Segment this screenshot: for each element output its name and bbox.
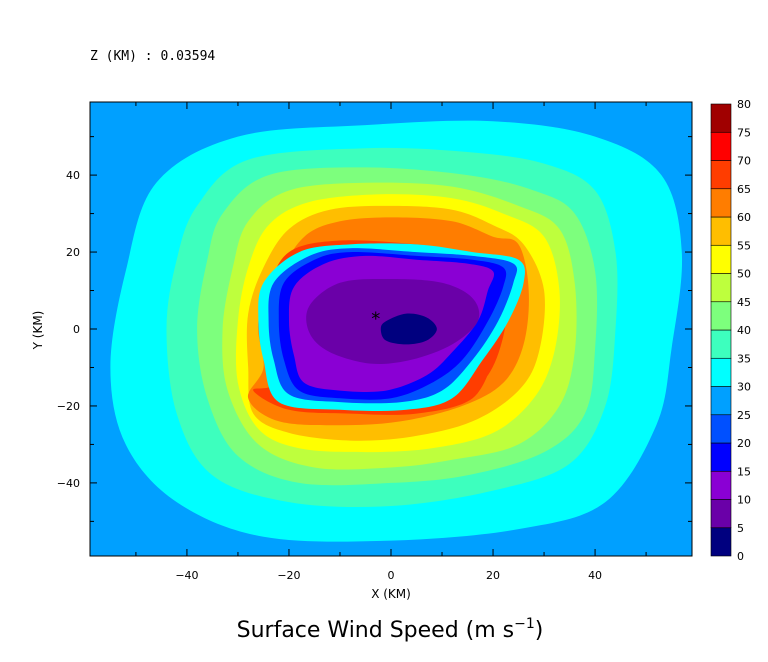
colorbar-label: 50 <box>737 268 751 281</box>
contour-bands <box>90 109 692 553</box>
y-axis: −40 −20 0 20 40 <box>57 136 692 522</box>
colorbar-swatch <box>710 527 732 557</box>
colorbar-label: 20 <box>737 437 751 450</box>
colorbar-label: 10 <box>737 494 751 507</box>
colorbar-swatch <box>710 244 732 274</box>
y-tick-label: 20 <box>66 246 80 259</box>
colorbar-label: 55 <box>737 239 751 252</box>
x-tick-label: −20 <box>277 569 300 582</box>
colorbar-swatch <box>710 131 732 161</box>
colorbar-swatch <box>710 301 732 331</box>
colorbar-swatch <box>710 470 732 500</box>
colorbar-label: 15 <box>737 465 751 478</box>
x-tick-label: −40 <box>175 569 198 582</box>
colorbar-label: 75 <box>737 126 751 139</box>
y-tick-label: −20 <box>57 400 80 413</box>
y-tick-label: 0 <box>73 323 80 336</box>
colorbar-label: 40 <box>737 324 751 337</box>
colorbar-label: 35 <box>737 352 751 365</box>
chart-title: Surface Wind Speed (m s−1) <box>237 616 544 643</box>
x-axis: −40 −20 0 20 40 <box>135 102 647 582</box>
colorbar-label: 80 <box>737 98 751 111</box>
colorbar-swatch <box>710 499 732 529</box>
colorbar-swatch <box>710 442 732 472</box>
colorbar-label: 5 <box>737 522 744 535</box>
colorbar-label: 25 <box>737 409 751 422</box>
colorbar-swatch <box>710 386 732 416</box>
colorbar-label: 30 <box>737 381 751 394</box>
storm-center-marker: * <box>371 308 380 329</box>
colorbar-label: 45 <box>737 296 751 309</box>
colorbar-label: 70 <box>737 155 751 168</box>
colorbar: 0 5 10 15 20 25 30 35 40 45 50 55 60 65 70 75 80 <box>710 98 751 563</box>
chart-title-main: Surface Wind Speed (m s <box>237 618 515 643</box>
y-tick-label: −40 <box>57 477 80 490</box>
colorbar-swatch <box>710 103 732 133</box>
chart-title-superscript: −1 <box>514 616 535 632</box>
x-axis-label: X (KM) <box>371 587 411 601</box>
y-tick-label: 40 <box>66 169 80 182</box>
height-annotation: Z (KM) : 0.03594 <box>90 49 215 64</box>
colorbar-swatch <box>710 357 732 387</box>
x-tick-label: 20 <box>486 569 500 582</box>
colorbar-swatch <box>710 160 732 190</box>
colorbar-swatch <box>710 216 732 246</box>
chart-title-suffix: ) <box>535 618 544 643</box>
colorbar-swatch <box>710 188 732 218</box>
colorbar-swatch <box>710 414 732 444</box>
x-tick-label: 0 <box>388 569 395 582</box>
colorbar-swatch <box>710 329 732 359</box>
colorbar-label: 0 <box>737 550 744 563</box>
colorbar-label: 60 <box>737 211 751 224</box>
colorbar-label: 65 <box>737 183 751 196</box>
colorbar-swatch <box>710 273 732 303</box>
y-axis-label: Y (KM) <box>31 311 45 351</box>
x-tick-label: 40 <box>588 569 602 582</box>
contour-band-0-14 <box>380 313 437 345</box>
